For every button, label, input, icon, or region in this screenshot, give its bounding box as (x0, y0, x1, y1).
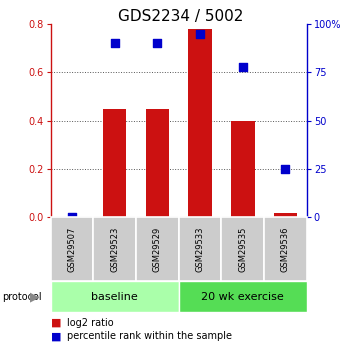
Bar (51, 281, 179, 312)
Text: ■: ■ (51, 332, 61, 341)
Text: GSM29507: GSM29507 (68, 227, 77, 272)
Text: GSM29536: GSM29536 (281, 227, 290, 272)
Bar (188, 29, 212, 217)
Text: baseline: baseline (91, 292, 138, 302)
Text: GSM29535: GSM29535 (238, 227, 247, 272)
Text: GSM29529: GSM29529 (153, 227, 162, 272)
Bar (145, 109, 169, 217)
Text: ▶: ▶ (30, 290, 39, 303)
Text: percentile rank within the sample: percentile rank within the sample (67, 332, 232, 341)
Bar (264, 217, 307, 281)
Bar (274, 213, 297, 217)
Point (283, 166, 288, 172)
Bar (179, 217, 221, 281)
Text: 20 wk exercise: 20 wk exercise (201, 292, 284, 302)
Text: ■: ■ (51, 318, 61, 327)
Bar (136, 217, 179, 281)
Text: log2 ratio: log2 ratio (67, 318, 113, 327)
Text: protocol: protocol (2, 292, 42, 302)
Bar (231, 121, 255, 217)
Bar (93, 217, 136, 281)
Point (112, 41, 118, 46)
Point (197, 31, 203, 37)
Point (155, 41, 160, 46)
Bar (221, 217, 264, 281)
Bar (103, 109, 126, 217)
Text: GSM29523: GSM29523 (110, 227, 119, 272)
Point (69, 215, 75, 220)
Text: GSM29533: GSM29533 (196, 227, 205, 272)
Point (240, 64, 245, 69)
Bar (179, 281, 307, 312)
Text: GDS2234 / 5002: GDS2234 / 5002 (118, 9, 243, 23)
Bar (51, 217, 93, 281)
